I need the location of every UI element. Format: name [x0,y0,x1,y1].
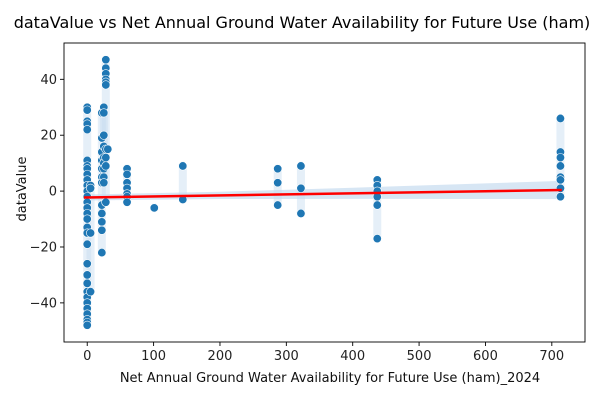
x-tick-label: 600 [473,349,498,364]
data-point [273,200,283,210]
x-tick-label: 400 [340,349,365,364]
data-point [86,183,96,193]
data-point [97,217,107,227]
data-point [555,192,565,202]
y-tick-label: 0 [49,185,57,200]
x-tick-label: 700 [539,349,564,364]
data-point [296,183,306,193]
y-tick-label: 20 [40,129,57,144]
data-point [372,234,382,244]
data-point [555,153,565,163]
data-point [82,125,92,135]
plot-frame [63,42,586,343]
data-point [97,225,107,235]
data-point [149,203,159,213]
x-tick-label: 0 [83,349,91,364]
y-tick-label: 40 [40,73,57,88]
data-point [101,153,111,163]
data-point [296,161,306,171]
data-point [178,161,188,171]
x-tick-label: 500 [407,349,432,364]
data-point [82,105,92,115]
data-point [99,178,109,188]
data-point [82,320,92,330]
y-tick-label: −20 [30,240,57,255]
data-point [122,197,132,207]
data-point [101,197,111,207]
data-point [103,144,113,154]
data-point [555,113,565,123]
chart-title: dataValue vs Net Annual Ground Water Ava… [14,13,591,32]
data-point [273,178,283,188]
plot-area: 0 100 200 300 400 500 600 700 −40 −20 0 20 40 [30,42,586,364]
x-tick-label: 300 [274,349,299,364]
data-point [101,161,111,171]
data-point [86,287,96,297]
data-point [86,228,96,238]
data-point [82,259,92,269]
x-tick-label: 100 [141,349,166,364]
data-point [99,108,109,118]
data-point [97,208,107,218]
data-point [82,239,92,249]
regression-line [83,188,562,199]
data-point [273,164,283,174]
point-column-smear [178,162,187,203]
y-axis-label: dataValue [15,157,30,222]
data-point [101,55,111,65]
data-point [99,130,109,140]
data-point [82,278,92,288]
data-point [82,270,92,280]
data-point [82,214,92,224]
y-tick-label: −40 [30,296,57,311]
data-point [101,80,111,90]
x-tick-label: 200 [208,349,233,364]
data-point [372,200,382,210]
data-point [555,161,565,171]
data-point [555,175,565,185]
x-axis-label: Net Annual Ground Water Availability for… [120,371,540,386]
data-point [296,208,306,218]
data-point [122,169,132,179]
data-point [97,248,107,258]
